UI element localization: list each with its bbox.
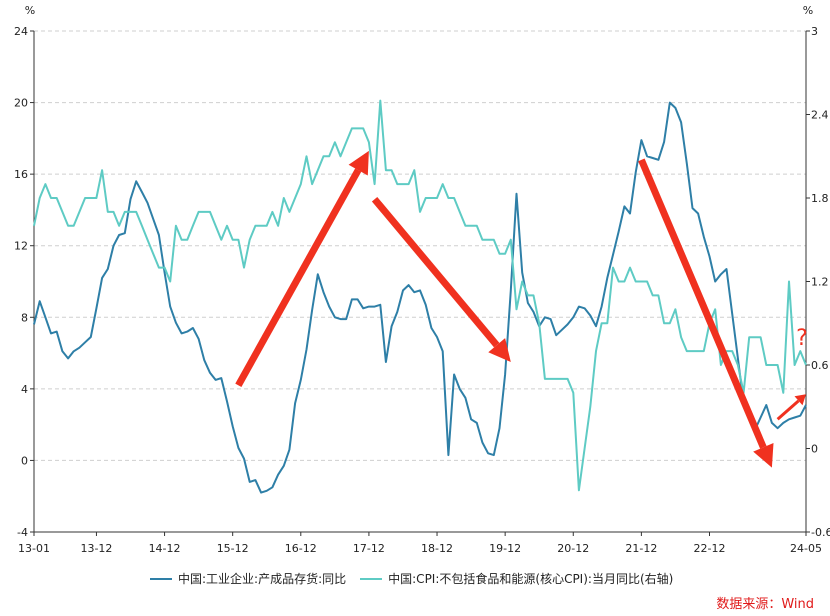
x-tick-label: 13-01: [18, 542, 50, 555]
trend-arrow-head: [794, 394, 806, 406]
x-tick-label: 14-12: [149, 542, 181, 555]
y-right-tick-label: 1.2: [811, 276, 829, 289]
y-left-tick-label: -4: [17, 526, 28, 539]
trend-arrow-head: [348, 150, 369, 176]
y-left-tick-label: 20: [14, 97, 28, 110]
x-tick-label: 21-12: [625, 542, 657, 555]
y-right-tick-label: 3: [811, 25, 818, 38]
legend-label-core-cpi: 中国:CPI:不包括食品和能源(核心CPI):当月同比(右轴): [388, 572, 674, 586]
x-tick-label: 15-12: [217, 542, 249, 555]
trend-arrow-head: [753, 443, 774, 468]
x-tick-label: 17-12: [353, 542, 385, 555]
x-tick-label: 24-05: [790, 542, 822, 555]
y-left-tick-label: 24: [14, 25, 28, 38]
legend-swatch-core-cpi: [360, 577, 383, 580]
y-left-tick-label: 16: [14, 168, 28, 181]
trend-arrow-shaft: [638, 158, 767, 449]
x-tick-label: 19-12: [489, 542, 521, 555]
series-line-core-cpi: [33, 99, 807, 492]
x-tick-label: 20-12: [557, 542, 589, 555]
y-left-tick-label: 4: [21, 383, 28, 396]
y-right-tick-label: 2.4: [811, 109, 829, 122]
y-right-tick-label: 1.8: [811, 192, 829, 205]
y-left-tick-label: 8: [21, 311, 28, 324]
y-left-tick-label: 12: [14, 240, 28, 253]
series-line-inventory: [33, 101, 807, 494]
trend-arrow-head: [488, 338, 511, 362]
y-left-unit: %: [25, 4, 35, 17]
x-tick-label: 13-12: [80, 542, 112, 555]
x-tick-label: 18-12: [421, 542, 453, 555]
trend-arrow-shaft: [776, 399, 800, 421]
x-tick-label: 16-12: [285, 542, 317, 555]
y-right-tick-label: 0.6: [811, 359, 829, 372]
legend-item-inventory: 中国:工业企业:产成品存货:同比: [150, 570, 346, 587]
y-right-tick-label: 0: [811, 443, 818, 456]
annotation-question-mark: ?: [796, 326, 808, 351]
line-chart: -4 0 4 8 12 16 20 24 -0.6 0 0.6 1.2 1.8 2.4 3% % 13-01 13…: [14, 4, 830, 555]
trend-arrow-shaft: [235, 168, 362, 387]
data-source-note: 数据来源：Wind: [716, 597, 814, 612]
y-right-unit: %: [803, 4, 813, 17]
legend-label-inventory: 中国:工业企业:产成品存货:同比: [178, 572, 347, 586]
y-left-tick-label: 0: [21, 454, 28, 467]
legend-swatch-inventory: [150, 577, 172, 580]
trend-arrow-shaft: [371, 196, 500, 348]
y-right-tick-label: -0.6: [811, 526, 830, 539]
x-tick-label: 22-12: [694, 542, 726, 555]
legend-item-core-cpi: 中国:CPI:不包括食品和能源(核心CPI):当月同比(右轴): [360, 570, 673, 587]
chart-legend: 中国:工业企业:产成品存货:同比 中国:CPI:不包括食品和能源(核心CPI):…: [150, 570, 673, 587]
